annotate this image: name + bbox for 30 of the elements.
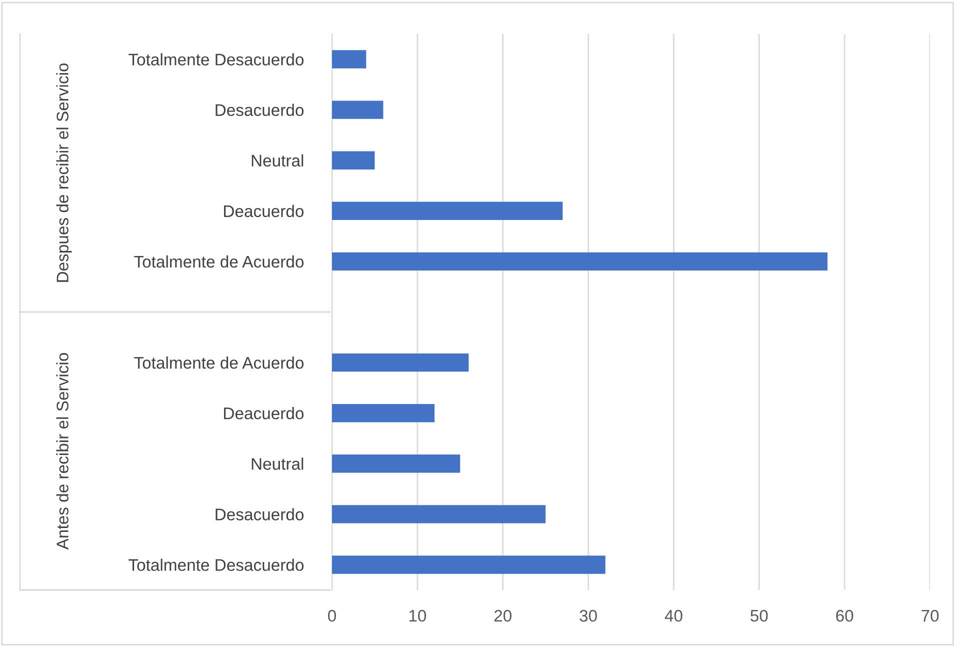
bar bbox=[332, 404, 435, 422]
x-tick-label: 50 bbox=[750, 610, 768, 622]
y-tick-label: Totalmente de Acuerdo bbox=[134, 255, 304, 268]
y-tick-label: Neutral bbox=[252, 458, 304, 470]
bar bbox=[332, 353, 469, 372]
x-tick-label: 40 bbox=[664, 610, 682, 622]
bar bbox=[332, 454, 460, 473]
text: Despues de recibir el Servicio bbox=[56, 63, 72, 282]
y-tick-label: Desacuerdo bbox=[216, 104, 304, 116]
y-tick-label: Desacuerdo bbox=[216, 508, 304, 520]
y-tick-label: Totalmente Desacuerdo bbox=[128, 558, 304, 571]
bar bbox=[332, 202, 563, 220]
x-tick-label: 20 bbox=[494, 610, 512, 622]
bar bbox=[332, 252, 828, 271]
x-tick-label: 70 bbox=[922, 610, 939, 622]
bar bbox=[332, 505, 546, 524]
x-tick-label: 10 bbox=[409, 610, 426, 622]
x-tick-label: 30 bbox=[580, 610, 597, 622]
y-tick-label: Deacuerdo bbox=[224, 204, 304, 218]
x-tick-label: 60 bbox=[836, 610, 854, 622]
x-tick-label: 0 bbox=[328, 610, 336, 622]
y-tick-label: Totalmente Desacuerdo bbox=[128, 53, 304, 66]
y-tick-label: Deacuerdo bbox=[224, 407, 304, 420]
bar bbox=[332, 50, 366, 68]
bar bbox=[332, 100, 384, 119]
y-tick-label: Totalmente de Acuerdo bbox=[134, 356, 304, 369]
text: Antes de recibir el Servicio bbox=[56, 353, 68, 550]
bar bbox=[332, 151, 375, 170]
y-tick-label: Neutral bbox=[252, 154, 304, 167]
bar bbox=[332, 556, 606, 574]
